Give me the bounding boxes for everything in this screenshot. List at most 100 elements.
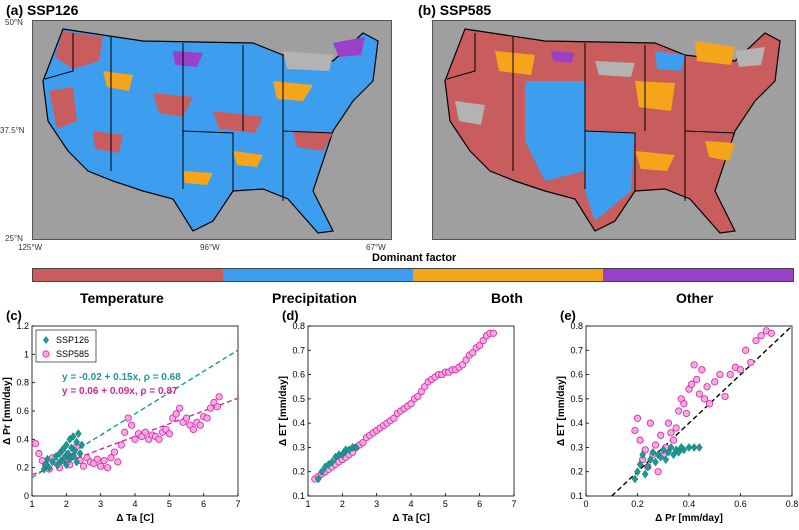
plot-2-point-ssp126 — [314, 474, 322, 484]
plot-3-point-ssp126 — [634, 467, 641, 477]
plot-2-point-ssp585 — [469, 349, 477, 357]
colorbar-both — [413, 269, 603, 281]
plot-2-point-ssp126 — [352, 443, 360, 452]
plot-1-point-ssp585 — [107, 454, 115, 462]
plot-3-point-ssp585 — [736, 366, 745, 374]
plot-1-point-ssp126 — [54, 460, 62, 470]
map-a-lon-tick-1: 125°W — [18, 243, 43, 252]
plot-2-point-ssp585 — [489, 329, 497, 337]
plot-2-point-ssp585 — [476, 341, 484, 350]
plot-2-xtick-label: 6 — [477, 499, 482, 509]
plot-3-point-ssp126 — [667, 443, 675, 452]
plot-3-point-ssp585 — [752, 336, 760, 345]
plot-3-ytick-label: 0.8 — [570, 321, 583, 331]
plot-1-xtick-label: 4 — [132, 499, 137, 509]
plot-1-xtick-label: 6 — [201, 499, 206, 509]
plot-1-point-ssp126 — [71, 446, 79, 456]
plot-1-xtick-label: 3 — [98, 499, 103, 509]
plot-1-point-ssp585 — [131, 435, 139, 443]
plot-1-point-ssp585 — [117, 441, 125, 449]
plot-3-xtick-label: 0 — [583, 499, 588, 509]
plot-3-ytick-label: 0.5 — [570, 394, 583, 404]
plot-1-ytick-label: 0.2 — [16, 463, 29, 473]
category-both: Both — [491, 290, 523, 306]
map-ssp126-svg — [42, 28, 379, 234]
plot-3-point-ssp585 — [742, 346, 750, 354]
plot-2-point-ssp126 — [328, 457, 336, 467]
plot-1-point-ssp126 — [44, 454, 51, 464]
plot-1-point-ssp585 — [165, 430, 173, 438]
map-a-lat-tick-2: 37.5°N — [0, 126, 25, 135]
plot-3-point-ssp585 — [747, 358, 755, 367]
plot-1-point-ssp126 — [78, 440, 86, 450]
plot-3-point-ssp126 — [662, 455, 670, 464]
plot-3-point-ssp126 — [690, 443, 698, 452]
plot-1-point-ssp126 — [45, 463, 53, 473]
plot-3-point-ssp585 — [669, 436, 678, 444]
plot-3-point-ssp126 — [659, 445, 667, 455]
plot-1-point-ssp585 — [196, 421, 204, 429]
plot-1-legend-label-ssp126: SSP126 — [56, 335, 89, 345]
plot-1-point-ssp126 — [61, 453, 68, 463]
plot-3-point-ssp585 — [641, 446, 649, 454]
plot-1-point-ssp585 — [155, 435, 163, 443]
panel-a-title: (a) SSP126 — [6, 2, 79, 18]
plot-3-point-ssp585 — [698, 366, 706, 374]
plot-1-ytick-label: 0 — [24, 491, 29, 501]
plot-2-xtick-label: 4 — [408, 499, 413, 509]
plot-2-ytick-label: 0.4 — [292, 418, 305, 428]
plot-1-point-ssp585 — [206, 404, 215, 412]
map-ssp585-patches — [455, 41, 765, 221]
plot-2-point-ssp585 — [359, 438, 367, 447]
plot-3-point-ssp585 — [703, 383, 711, 391]
plot-2-ytick-label: 0.2 — [292, 467, 305, 477]
plot-2-xtick-label: 2 — [340, 499, 345, 509]
plot-3-point-ssp126 — [644, 462, 652, 472]
plot-2-axes-box — [307, 325, 515, 497]
plot-3-xtick-label: 0.2 — [631, 499, 644, 509]
map-a-lon-tick-2: 96°W — [200, 243, 220, 252]
plot-1-ytick-label: 0.6 — [16, 406, 29, 416]
plot-1-xtick-label: 1 — [29, 499, 34, 509]
plot-1-legend-marker-ssp585 — [42, 350, 50, 358]
plot-1-xlabel: Δ Ta [C] — [116, 513, 154, 524]
plot-3-point-ssp585 — [654, 468, 662, 476]
plot-3-point-ssp126 — [652, 457, 659, 467]
plot-1-xtick-label: 2 — [64, 499, 69, 509]
plot-2-ytick-label: 0.1 — [292, 491, 305, 501]
state-boundaries — [44, 33, 334, 201]
plot-2-ytick-label: 0.3 — [292, 442, 305, 452]
plot-3-point-ssp585 — [726, 370, 734, 379]
plot-3-point-ssp585 — [636, 436, 644, 444]
map-ssp585-svg — [444, 28, 781, 234]
plot-1-point-ssp585 — [35, 449, 43, 458]
plot-1-point-ssp126 — [69, 432, 77, 441]
plot-1-ytick-label: 1 — [24, 349, 29, 359]
plot-3-point-ssp585 — [682, 409, 691, 418]
plot-2-point-ssp126 — [318, 467, 326, 477]
plot-1-point-ssp585 — [176, 404, 184, 412]
plot-1-point-ssp126 — [75, 429, 82, 439]
plot-2-point-ssp585 — [479, 336, 487, 345]
plot-1-point-ssp126 — [73, 457, 80, 467]
plot-3-ylabel: Δ ET [mm/day] — [556, 376, 567, 446]
plot-1-xtick-label: 7 — [235, 499, 240, 509]
plot-3-point-ssp585 — [675, 407, 683, 415]
plot-2-point-ssp585 — [390, 414, 398, 422]
plot-1-point-ssp126 — [73, 437, 80, 447]
plot-1-point-ssp585 — [97, 462, 105, 470]
plot-3-point-ssp585 — [716, 370, 724, 379]
plot-2-xtick-label: 7 — [511, 499, 516, 509]
plot-1-panel-label: (c) — [6, 308, 22, 323]
plot-1-point-ssp585 — [31, 439, 40, 448]
plot-2-xtick-label: 5 — [443, 499, 448, 509]
plot-3-point-ssp585 — [757, 332, 765, 340]
plot-1-point-ssp126 — [76, 449, 84, 458]
plot-1-point-ssp585 — [141, 428, 149, 436]
plot-2-point-ssp585 — [414, 392, 422, 401]
plot-3-point-ssp126 — [636, 460, 644, 469]
plot-3-xtick-label: 0.6 — [734, 499, 747, 509]
plot-1-xtick-label: 5 — [167, 499, 172, 509]
plot-1-ylabel: Δ Pr [mm/day] — [2, 377, 13, 445]
